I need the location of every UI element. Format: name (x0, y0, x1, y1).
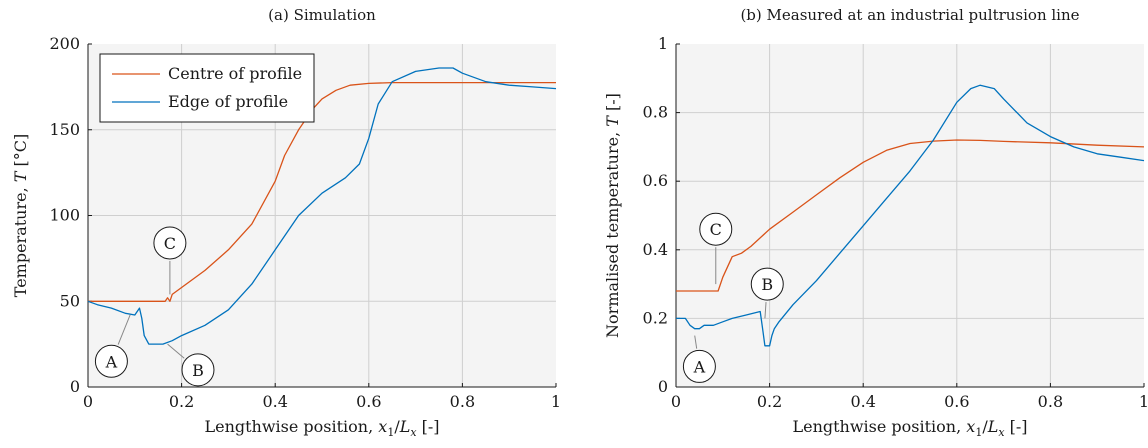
annotation-circle (94, 344, 128, 378)
x-tick-label: 1 (551, 392, 561, 411)
annotation-leader (117, 314, 131, 345)
legend-entry: Edge of profile (168, 92, 288, 111)
series-line-0 (676, 139, 1145, 292)
x-tick-label: 1 (1139, 392, 1148, 411)
series-line-1 (676, 84, 1145, 347)
y-tick-label: 0 (70, 377, 80, 396)
y-axis-label: Temperature, T [°C] (11, 134, 30, 297)
annotation-label: C (164, 234, 176, 253)
plot-area (676, 44, 1144, 387)
series-line-1 (87, 67, 557, 345)
chart-a-simulation: (a) Simulation 0 0.2 0.4 0.6 0.8 1 0 50 100 150 200… (11, 6, 561, 439)
annotation-leader (764, 302, 767, 319)
chart-title: (a) Simulation (268, 6, 376, 24)
annotation-label: C (710, 220, 722, 239)
legend-entry: Centre of profile (168, 64, 302, 83)
y-tick-label: 0.8 (643, 103, 668, 122)
x-tick-label: 0.2 (169, 392, 194, 411)
annotation-label: A (105, 352, 118, 371)
x-tick-label: 0.8 (450, 392, 475, 411)
y-tick-label: 1 (658, 34, 668, 53)
x-tick-label: 0 (83, 392, 93, 411)
x-tick-label: 0.4 (850, 392, 875, 411)
annotation-circle (181, 353, 215, 387)
x-tick-label: 0.6 (356, 392, 381, 411)
y-tick-label: 0.6 (643, 171, 668, 190)
chart-b-measured: (b) Measured at an industrial pultrusion… (603, 6, 1148, 439)
x-axis-label: Lengthwise position, x1/Lx [-] (792, 417, 1027, 439)
annotation-label: A (693, 357, 706, 376)
legend: Centre of profile Edge of profile (99, 53, 315, 123)
y-axis-label: Normalised temperature, T [-] (603, 93, 622, 338)
annotation-label: B (192, 361, 204, 380)
annotation-circle (682, 349, 716, 383)
x-tick-label: 0.8 (1038, 392, 1063, 411)
y-tick-label: 0.4 (643, 240, 668, 259)
y-tick-label: 150 (49, 120, 80, 139)
x-tick-label: 0.6 (944, 392, 969, 411)
x-tick-label: 0.2 (757, 392, 782, 411)
y-tick-label: 200 (49, 34, 80, 53)
annotation-circle (153, 226, 187, 260)
y-tick-label: 0 (658, 377, 668, 396)
annotation-leader (167, 343, 185, 359)
y-tick-label: 50 (60, 291, 80, 310)
legend-box (99, 53, 315, 123)
y-tick-label: 0.2 (643, 308, 668, 327)
annotation-circle (699, 212, 733, 246)
x-tick-label: 0.4 (262, 392, 287, 411)
annotation-label: B (761, 275, 773, 294)
y-tick-label: 100 (49, 206, 80, 225)
x-tick-label: 0 (671, 392, 681, 411)
annotation-leader (694, 335, 698, 349)
annotation-circle (750, 267, 784, 301)
x-axis-label: Lengthwise position, x1/Lx [-] (204, 417, 439, 439)
chart-title: (b) Measured at an industrial pultrusion… (740, 6, 1079, 24)
